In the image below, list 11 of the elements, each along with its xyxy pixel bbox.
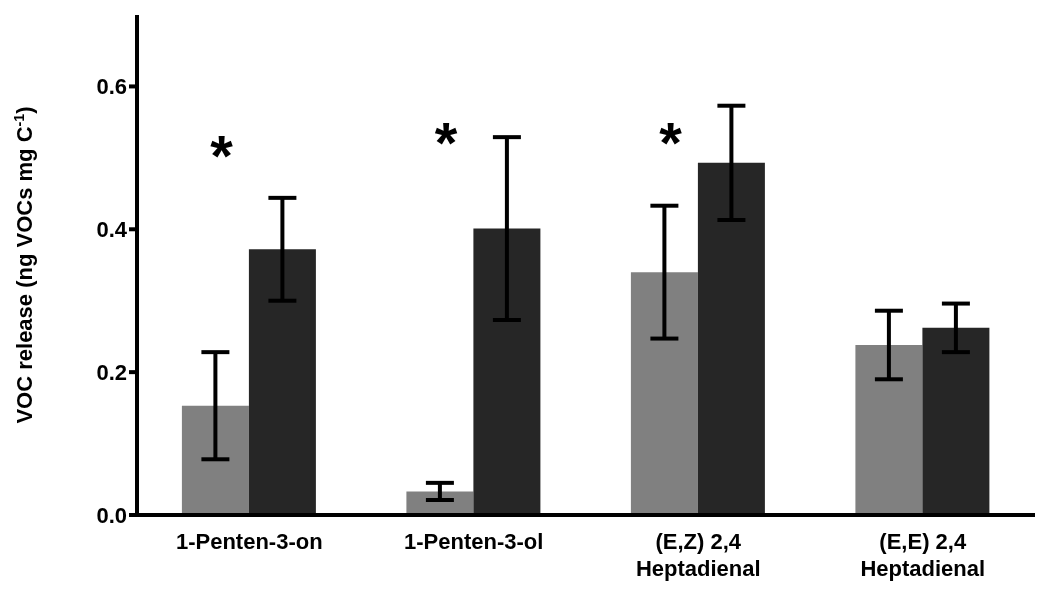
y-tick-label: 0.6 [96,74,127,100]
annotation: * [434,110,458,175]
annotation: * [210,123,234,188]
x-tick-label: (E,E) 2,4 Heptadienal [860,529,986,581]
annotation: * [659,110,683,175]
x-tick-label: 1-Penten-3-ol [404,529,544,554]
y-tick-label: 0.2 [96,359,127,385]
x-tick-label: (E,Z) 2,4 Heptadienal [635,529,761,581]
x-tick-label: 1-Penten-3-on [175,529,323,554]
y-tick-label: 0.0 [96,502,127,528]
y-tick-label: 0.4 [96,217,128,243]
